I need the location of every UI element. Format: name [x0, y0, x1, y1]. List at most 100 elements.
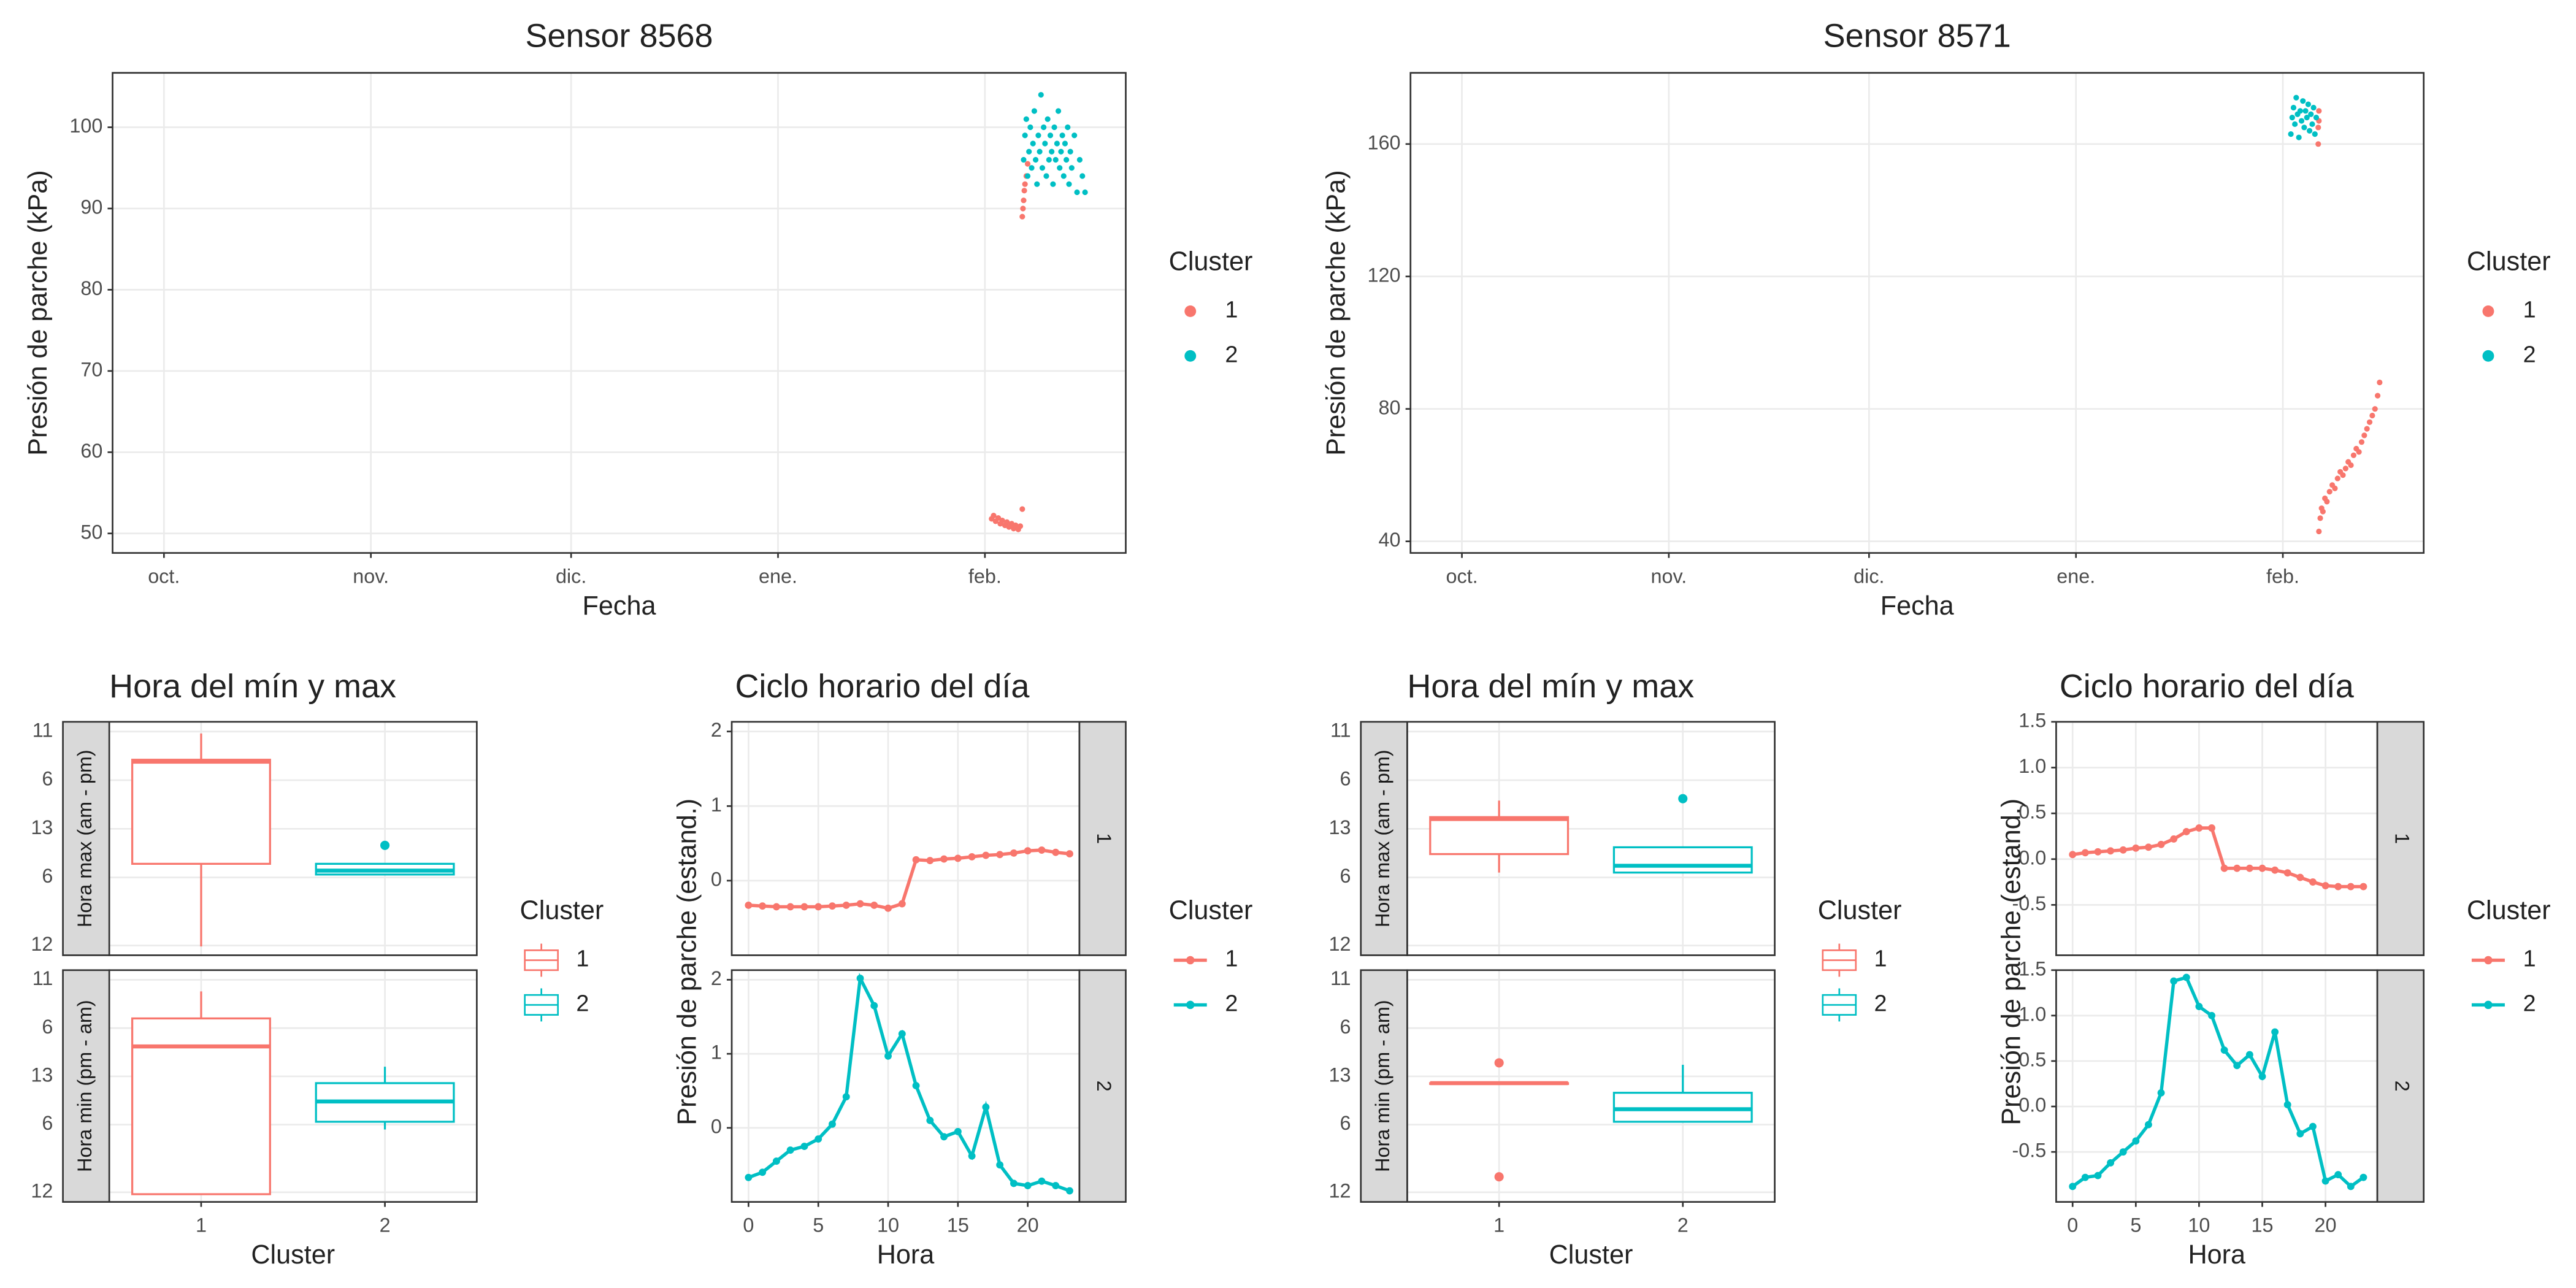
- data-point: [2170, 977, 2178, 985]
- chart-title: Sensor 8571: [1823, 17, 2011, 54]
- strip-label: 1: [2391, 833, 2413, 844]
- chart-title: Sensor 8568: [525, 17, 713, 54]
- y-tick-label: 12: [31, 1179, 53, 1202]
- data-point: [1046, 156, 1052, 163]
- data-point: [1038, 846, 1046, 854]
- y-tick-label: 11: [33, 967, 53, 989]
- data-point: [2289, 115, 2295, 121]
- data-point: [2316, 108, 2322, 114]
- data-point: [1074, 189, 1080, 196]
- x-tick-label: 0: [2067, 1214, 2078, 1236]
- y-tick-label: 80: [80, 277, 102, 299]
- x-tick-label: oct.: [148, 565, 180, 588]
- data-point: [1022, 132, 1028, 139]
- y-tick-label: 6: [42, 768, 53, 790]
- data-point: [2283, 869, 2291, 877]
- data-point: [1029, 165, 1035, 171]
- chart-title: Ciclo horario del día: [2060, 668, 2355, 705]
- data-point: [912, 856, 920, 864]
- data-point: [2366, 419, 2373, 425]
- data-point: [2315, 141, 2321, 147]
- data-point: [1024, 1182, 1032, 1190]
- data-point: [2132, 844, 2140, 852]
- data-point: [1062, 140, 1068, 147]
- data-point: [2208, 824, 2215, 832]
- y-tick-label: 12: [1329, 1179, 1351, 1202]
- legend-label: 1: [1225, 946, 1238, 972]
- data-point: [1021, 197, 1027, 204]
- data-point: [1039, 165, 1046, 171]
- y-tick-label: 80: [1379, 396, 1401, 418]
- x-tick-label: 15: [2251, 1214, 2273, 1236]
- data-point: [940, 1133, 948, 1141]
- data-point: [2369, 412, 2375, 419]
- data-point: [996, 1161, 1004, 1169]
- data-point: [2372, 406, 2378, 412]
- data-point: [1021, 188, 1027, 194]
- data-point: [2309, 121, 2315, 128]
- data-point: [884, 904, 892, 912]
- data-point: [2170, 835, 2178, 843]
- y-tick-label: 1: [711, 1041, 722, 1064]
- data-point: [1065, 124, 1071, 131]
- y-axis-title: Presión de parche (estand.): [1997, 799, 2026, 1125]
- data-point: [2342, 466, 2348, 472]
- data-point: [2334, 883, 2342, 891]
- y-tick-label: 0.5: [2018, 801, 2046, 823]
- strip: [2376, 969, 2425, 1203]
- data-point: [1022, 181, 1028, 187]
- legend-key: [1184, 305, 1197, 317]
- data-point: [1052, 848, 1060, 856]
- data-point: [2182, 828, 2190, 835]
- legend-title: Cluster: [1169, 896, 1253, 926]
- strip: [62, 969, 110, 1203]
- data-point: [1037, 148, 1043, 155]
- y-tick-label: 40: [1379, 529, 1401, 551]
- x-tick-label: 10: [877, 1214, 899, 1236]
- y-tick-label: 13: [31, 1064, 53, 1086]
- data-point: [1030, 140, 1036, 147]
- data-point: [2309, 878, 2317, 886]
- data-point: [968, 1152, 976, 1160]
- data-point: [1024, 847, 1032, 855]
- x-tick-label: ene.: [2057, 565, 2095, 588]
- data-point: [991, 513, 997, 519]
- y-tick-label: -0.5: [2012, 892, 2046, 914]
- x-tick-label: 20: [2315, 1214, 2337, 1236]
- y-tick-label: 1.5: [2018, 709, 2046, 731]
- data-point: [786, 903, 794, 911]
- data-point: [2081, 849, 2089, 857]
- data-point: [2119, 846, 2127, 854]
- x-axis-title: Cluster: [1549, 1240, 1633, 1270]
- box: [1429, 816, 1570, 856]
- data-point: [1059, 132, 1065, 139]
- y-tick-label: 11: [1330, 967, 1351, 989]
- y-tick-label: 50: [80, 521, 102, 543]
- data-point: [829, 902, 836, 910]
- data-point: [2233, 864, 2241, 872]
- legend-key: [1184, 350, 1197, 362]
- data-point: [940, 855, 948, 863]
- data-point: [2245, 864, 2253, 872]
- data-point: [2132, 1137, 2140, 1145]
- data-point: [954, 854, 962, 862]
- data-point: [2107, 1159, 2115, 1167]
- data-point: [2359, 883, 2367, 891]
- y-tick-label: 0: [711, 868, 722, 890]
- data-point: [1027, 124, 1033, 131]
- strip: [62, 721, 110, 956]
- data-point: [1052, 1182, 1060, 1190]
- legend-title: Cluster: [2467, 247, 2551, 277]
- x-tick-label: nov.: [1650, 565, 1687, 588]
- data-point: [2288, 131, 2294, 137]
- data-point: [2313, 115, 2320, 121]
- data-point: [1071, 132, 1078, 139]
- x-tick-label: 5: [813, 1214, 824, 1236]
- data-point: [2356, 449, 2362, 455]
- y-tick-label: 11: [1330, 719, 1351, 741]
- data-point: [2361, 432, 2367, 439]
- data-point: [982, 1103, 990, 1111]
- data-point: [800, 1143, 808, 1151]
- data-point: [2320, 508, 2326, 515]
- data-point: [1019, 213, 1025, 220]
